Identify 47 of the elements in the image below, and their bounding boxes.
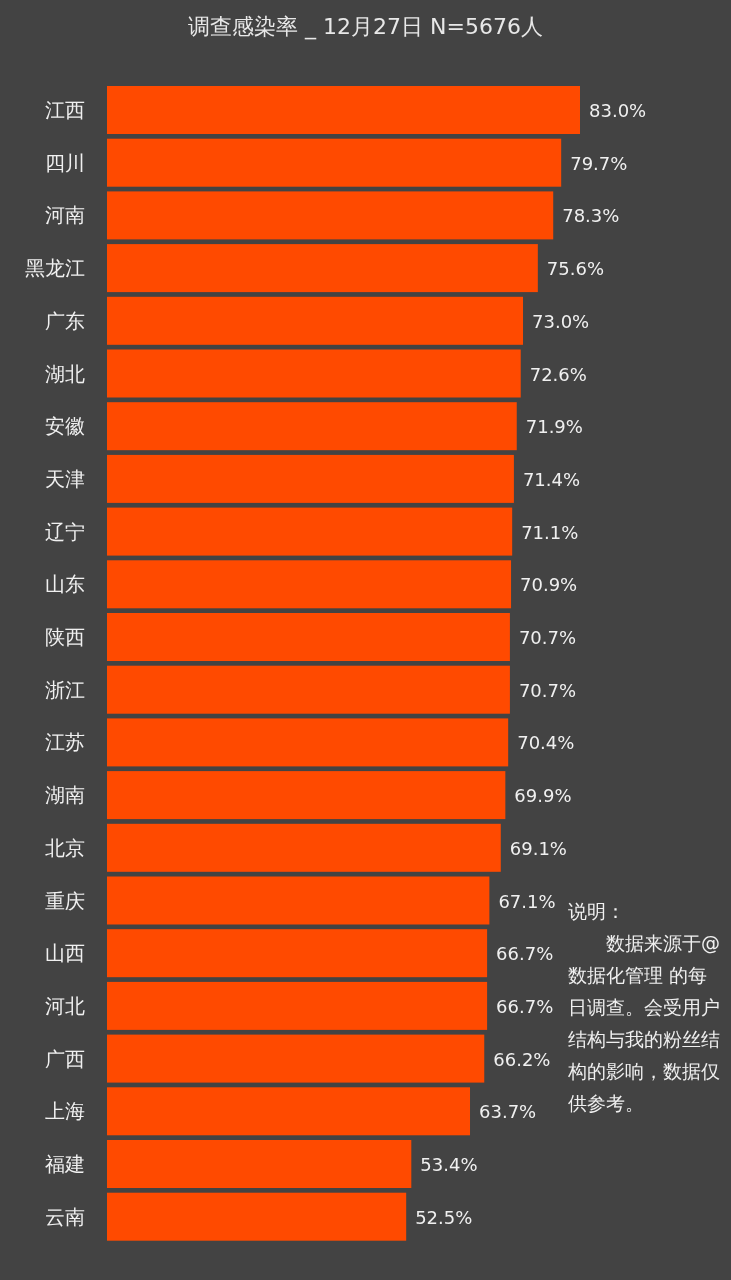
category: 山西 <box>45 941 85 966</box>
value-label: 63.7% <box>479 1101 537 1123</box>
category: 陕西 <box>45 625 85 649</box>
category: 江西 <box>45 98 85 122</box>
value-label: 71.9% <box>525 416 583 438</box>
value-label: 66.7% <box>496 995 554 1017</box>
value-label: 69.9% <box>514 785 572 807</box>
category: 天津 <box>45 466 85 491</box>
value-label: 70.4% <box>517 732 575 754</box>
category: 四川 <box>45 150 85 175</box>
value-label: 66.7% <box>496 943 554 965</box>
value-label: 70.9% <box>520 574 578 596</box>
category: 黑龙江 <box>25 256 85 281</box>
value-label: 71.4% <box>522 468 581 490</box>
category: 安徽 <box>45 414 85 439</box>
value-label: 78.3% <box>562 205 620 227</box>
annotation: 数据来源于@数据化管理 的每日调查。会受用户结构与我的粉丝结构的影响，数据仅供参考。 <box>568 931 721 1116</box>
category: 重庆 <box>45 888 85 913</box>
category: 上海 <box>45 1099 85 1124</box>
value-label: 70.7% <box>518 627 577 648</box>
category: 云南 <box>45 1204 85 1229</box>
value-label: 53.4% <box>420 1154 478 1175</box>
category: 广东 <box>45 308 85 333</box>
category: 辽宁 <box>45 519 85 544</box>
value-label: 75.6% <box>546 258 604 280</box>
annotation: 说明： <box>568 899 626 924</box>
value-label: 67.1% <box>498 890 556 912</box>
value-label: 83.0% <box>589 100 647 121</box>
value-label: 52.5% <box>415 1206 473 1228</box>
value-label: 73.0% <box>532 310 590 332</box>
value-label: 70.7% <box>518 679 577 701</box>
category: 北京 <box>45 835 85 860</box>
category: 福建 <box>45 1152 85 1176</box>
category: 山东 <box>45 572 85 597</box>
value-label: 72.6% <box>529 363 587 385</box>
value-label: 66.2% <box>493 1048 551 1070</box>
category: 广西 <box>45 1046 85 1071</box>
title: 调查感染率 _ 12月27日 N=5676人 <box>188 14 543 39</box>
value-label: 71.1% <box>521 521 579 543</box>
value-label: 69.1% <box>509 837 567 859</box>
category: 湖北 <box>45 361 85 386</box>
category: 河南 <box>45 203 85 228</box>
category: 湖南 <box>45 783 85 808</box>
value-label: 79.7% <box>570 152 628 174</box>
category: 浙江 <box>45 677 85 702</box>
category: 江苏 <box>45 730 85 755</box>
category: 河北 <box>45 993 85 1018</box>
